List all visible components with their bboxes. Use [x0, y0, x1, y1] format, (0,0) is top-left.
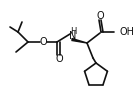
Text: O: O	[55, 54, 63, 64]
Text: H: H	[70, 26, 76, 36]
Text: O: O	[40, 37, 47, 47]
Text: OH: OH	[120, 27, 135, 37]
Text: N: N	[69, 31, 77, 41]
Text: O: O	[96, 11, 104, 21]
Polygon shape	[72, 38, 87, 43]
